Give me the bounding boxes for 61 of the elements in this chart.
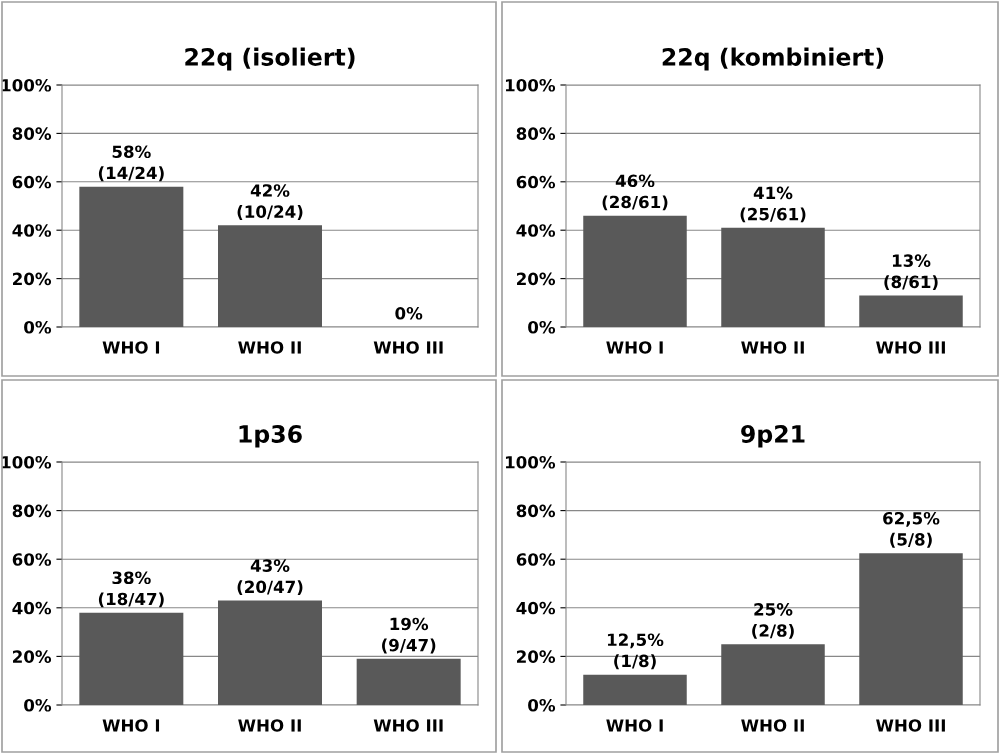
chart-title: 1p36 xyxy=(239,425,302,448)
y-tick-label: 20% xyxy=(517,272,556,286)
y-tick-label: 60% xyxy=(516,553,556,566)
y-tick-label: 40% xyxy=(12,601,52,615)
bar xyxy=(79,612,184,705)
chart-title: 22q (isoliert) xyxy=(185,47,355,71)
y-tick-label: 80% xyxy=(12,504,52,518)
data-label: 41% (25/61) xyxy=(740,186,806,223)
data-label: 62,5% (5/8) xyxy=(883,511,940,548)
y-tick-label: 20% xyxy=(517,650,556,663)
bar xyxy=(356,658,461,705)
x-tick-label: WHO II xyxy=(238,341,301,354)
data-label: 12,5% (1/8) xyxy=(607,633,664,670)
bar xyxy=(583,674,687,705)
bar xyxy=(218,600,322,705)
x-tick-label: WHO III xyxy=(373,719,443,732)
y-tick-label: 100% xyxy=(1,78,52,92)
y-tick-label: 100% xyxy=(505,78,556,92)
bar xyxy=(859,553,963,705)
data-label: 19% (9/47) xyxy=(382,617,436,654)
y-tick-label: 60% xyxy=(12,175,52,189)
data-label: 0% xyxy=(395,307,423,320)
x-tick-label: WHO I xyxy=(102,719,160,732)
y-tick-label: 100% xyxy=(1,455,52,469)
x-tick-label: WHO III xyxy=(876,719,945,732)
data-label: 38% (18/47) xyxy=(98,571,164,608)
y-tick-label: 80% xyxy=(12,127,52,140)
x-tick-label: WHO I xyxy=(606,341,663,354)
bar xyxy=(859,295,963,327)
x-tick-label: WHO II xyxy=(238,719,301,732)
data-label: 25% (2/8) xyxy=(752,603,794,639)
chart-title: 9p21 xyxy=(741,425,805,448)
x-tick-label: WHO I xyxy=(102,341,160,354)
x-tick-label: WHO III xyxy=(876,341,945,354)
y-tick-label: 20% xyxy=(13,650,52,663)
bar xyxy=(721,227,825,327)
data-label: 43% (20/47) xyxy=(237,559,303,596)
x-tick-label: WHO III xyxy=(373,341,443,354)
data-label: 58% (14/24) xyxy=(98,145,164,182)
y-tick-label: 0% xyxy=(24,698,52,712)
y-tick-label: 40% xyxy=(516,601,556,615)
data-label: 42% (10/24) xyxy=(237,184,303,220)
y-tick-label: 0% xyxy=(24,320,52,334)
y-tick-label: 60% xyxy=(12,553,52,566)
x-tick-label: WHO I xyxy=(606,719,663,732)
y-tick-label: 40% xyxy=(516,224,556,237)
y-tick-label: 80% xyxy=(516,127,556,140)
data-label: 46% (28/61) xyxy=(602,174,668,211)
y-tick-label: 40% xyxy=(12,224,52,237)
y-tick-label: 80% xyxy=(516,504,556,518)
x-tick-label: WHO II xyxy=(741,341,804,354)
bar xyxy=(583,215,687,327)
y-tick-label: 100% xyxy=(505,455,556,469)
x-tick-label: WHO II xyxy=(741,719,804,732)
y-tick-label: 0% xyxy=(528,698,556,712)
y-tick-label: 0% xyxy=(528,320,556,334)
data-label: 13% (8/61) xyxy=(884,254,938,291)
bar xyxy=(721,644,825,705)
chart-title: 22q (kombiniert) xyxy=(662,47,884,71)
y-tick-label: 20% xyxy=(13,272,52,286)
y-tick-label: 60% xyxy=(516,175,556,189)
